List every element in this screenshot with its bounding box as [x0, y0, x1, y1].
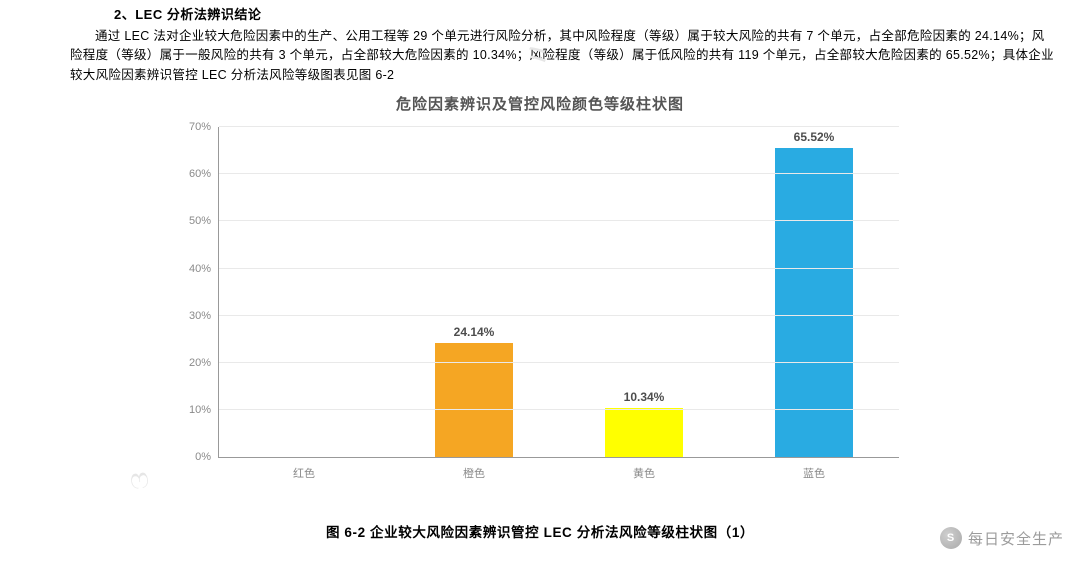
x-tick-label: 红色	[293, 465, 315, 481]
chart-container: ⺀ ෆ 危险因素辨识及管控风险颜色等级柱状图 红色24.14%橙色10.34%黄…	[90, 93, 990, 513]
x-tick-label: 黄色	[633, 465, 655, 481]
x-tick-label: 橙色	[463, 465, 485, 481]
watermark-glyph: ෆ	[128, 462, 153, 498]
chart-plot-area: 红色24.14%橙色10.34%黄色65.52%蓝色 0%10%20%30%40…	[218, 127, 899, 458]
bar: 24.14%	[435, 343, 513, 457]
y-tick-label: 70%	[189, 121, 211, 133]
y-tick-label: 50%	[189, 215, 211, 227]
bars-group: 红色24.14%橙色10.34%黄色65.52%蓝色	[219, 127, 899, 457]
grid-line	[219, 362, 899, 363]
section-heading: 2、LEC 分析法辨识结论	[114, 4, 1080, 23]
publisher-brand: S 每日安全生产	[940, 527, 1064, 549]
grid-line	[219, 173, 899, 174]
bar-value-label: 65.52%	[794, 130, 835, 144]
brand-badge-glyph: S	[947, 532, 955, 544]
y-tick-label: 60%	[189, 168, 211, 180]
x-tick-label: 蓝色	[803, 465, 825, 481]
grid-line	[219, 268, 899, 269]
figure-caption: 图 6-2 企业较大风险因素辨识管控 LEC 分析法风险等级柱状图（1）	[0, 521, 1080, 541]
y-tick-label: 20%	[189, 357, 211, 369]
bar-value-label: 10.34%	[624, 390, 665, 404]
bar-slot: 红色	[219, 127, 389, 457]
bar-slot: 10.34%黄色	[559, 127, 729, 457]
bar-value-label: 24.14%	[454, 325, 495, 339]
y-tick-label: 0%	[195, 451, 211, 463]
grid-line	[219, 220, 899, 221]
section-paragraph: 通过 LEC 法对企业较大危险因素中的生产、公用工程等 29 个单元进行风险分析…	[70, 27, 1056, 85]
brand-text: 每日安全生产	[968, 528, 1064, 549]
grid-line	[219, 126, 899, 127]
bar: 65.52%	[775, 148, 853, 457]
brand-badge-icon: S	[940, 527, 962, 549]
grid-line	[219, 315, 899, 316]
bar: 10.34%	[605, 408, 683, 457]
y-tick-label: 10%	[189, 404, 211, 416]
bar-slot: 24.14%橙色	[389, 127, 559, 457]
y-tick-label: 30%	[189, 310, 211, 322]
y-tick-label: 40%	[189, 263, 211, 275]
grid-line	[219, 409, 899, 410]
chart-title: 危险因素辨识及管控风险颜色等级柱状图	[90, 93, 990, 114]
bar-slot: 65.52%蓝色	[729, 127, 899, 457]
document-page: 2、LEC 分析法辨识结论 通过 LEC 法对企业较大危险因素中的生产、公用工程…	[0, 0, 1080, 541]
